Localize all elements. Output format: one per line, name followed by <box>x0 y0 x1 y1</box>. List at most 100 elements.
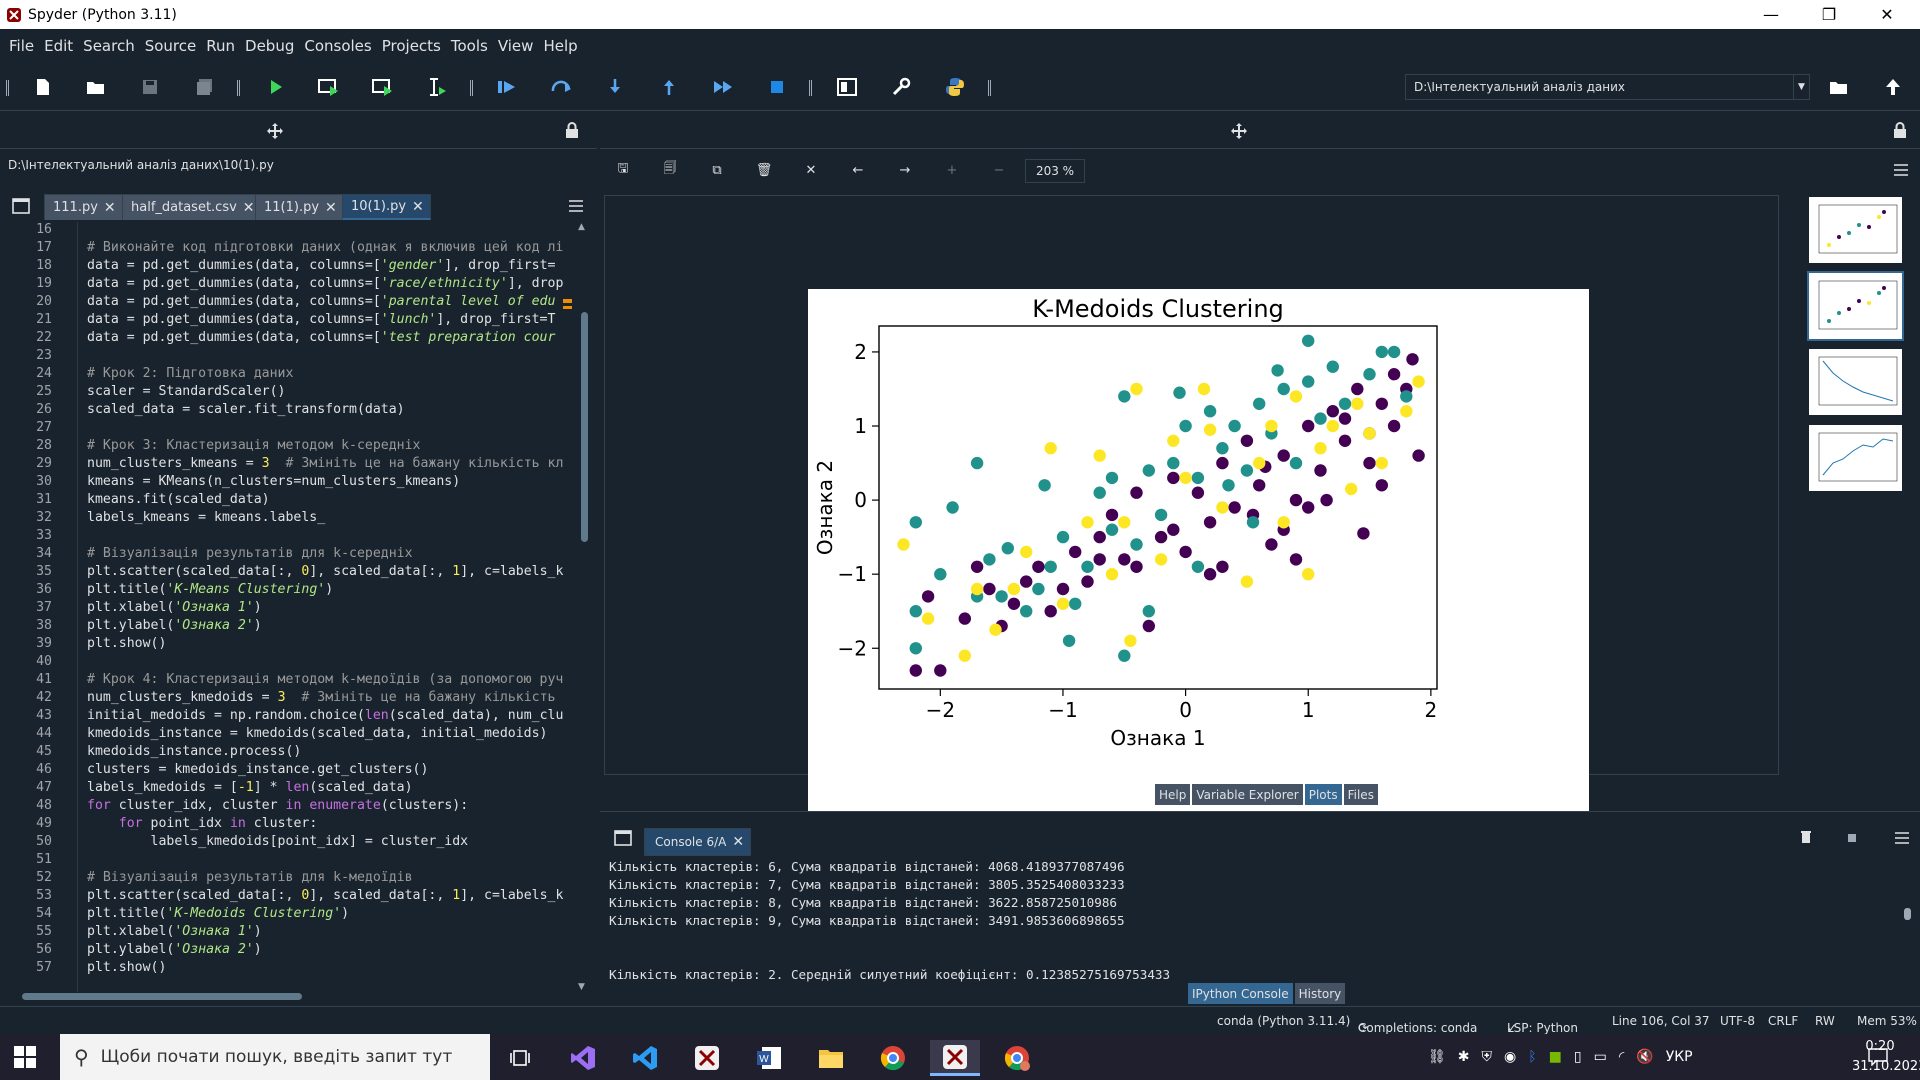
scroll-up-icon[interactable]: ▲ <box>578 222 585 232</box>
input-language[interactable]: УКР <box>1665 1049 1693 1065</box>
tab-variable-explorer[interactable]: Variable Explorer <box>1192 784 1303 805</box>
visual-studio-icon[interactable] <box>558 1040 608 1076</box>
close-window-button[interactable]: ✕ <box>1880 5 1894 24</box>
code-line[interactable]: 18 data = pd.get_dummies(data, columns=['… <box>0 258 578 276</box>
restore-button[interactable]: ❐ <box>1821 5 1837 24</box>
code-line[interactable]: 56 plt.ylabel('Ознака 2') <box>0 942 578 960</box>
code-line[interactable]: 42 num_clusters_kmedoids = 3 # Змініть це… <box>0 690 578 708</box>
hamburger-menu-icon[interactable] <box>1894 832 1910 844</box>
browse-directory-icon[interactable] <box>1826 75 1852 99</box>
browse-tabs-icon[interactable] <box>12 198 30 214</box>
plot-thumbnail[interactable] <box>1807 347 1904 417</box>
chrome-icon[interactable] <box>868 1040 918 1076</box>
move-pane-icon[interactable] <box>266 122 284 140</box>
network-hub-icon[interactable]: ✱ <box>1457 1049 1470 1065</box>
remove-plot-icon[interactable]: 🗑 <box>755 162 773 178</box>
plot-canvas[interactable]: K-Medoids Clustering −2 −1 0 1 2 −2 −1 0 1 2 Ознака… <box>604 195 1779 855</box>
remove-all-plots-icon[interactable]: ✕ <box>805 162 817 178</box>
lock-pane-icon[interactable] <box>1893 122 1907 138</box>
editor-tab-11-1-py[interactable]: 11(1).py ✕ <box>255 194 344 220</box>
minimize-button[interactable]: — <box>1763 5 1779 24</box>
code-line[interactable]: 30 kmeans = KMeans(n_clusters=num_cluster… <box>0 474 578 492</box>
remove-console-icon[interactable] <box>1800 830 1812 844</box>
menu-view[interactable]: View <box>497 37 534 55</box>
close-tab-icon[interactable]: ✕ <box>732 834 745 850</box>
lock-pane-icon[interactable] <box>565 122 579 138</box>
status-conda-env[interactable]: conda (Python 3.11.4) <box>1217 1014 1351 1028</box>
code-line[interactable]: 26 scaled_data = scaler.fit_transform(dat… <box>0 402 578 420</box>
menu-source[interactable]: Source <box>144 37 197 55</box>
code-line[interactable]: 22 data = pd.get_dummies(data, columns=['… <box>0 330 578 348</box>
usb-drive-icon[interactable]: ▯ <box>1573 1049 1582 1065</box>
python-path-manager-icon[interactable] <box>942 75 968 99</box>
plot-thumbnail[interactable] <box>1807 195 1904 265</box>
code-line[interactable]: 36 plt.title('K-Means Clustering') <box>0 582 578 600</box>
hamburger-menu-icon[interactable] <box>1893 164 1909 176</box>
close-tab-icon[interactable]: ✕ <box>103 199 116 216</box>
run-selection-icon[interactable] <box>424 75 450 99</box>
code-line[interactable]: 53 plt.scatter(scaled_data[:, 0], scaled_… <box>0 888 578 906</box>
menu-search[interactable]: Search <box>83 37 135 55</box>
scrollbar-thumb[interactable] <box>22 993 302 1000</box>
preferences-wrench-icon[interactable] <box>888 75 914 99</box>
parent-directory-icon[interactable] <box>1880 75 1906 99</box>
code-line[interactable]: 35 plt.scatter(scaled_data[:, 0], scaled_… <box>0 564 578 582</box>
code-line[interactable]: 29 num_clusters_kmeans = 3 # Змініть це н… <box>0 456 578 474</box>
code-line[interactable]: 41 # Крок 4: Кластеризація методом k-медо… <box>0 672 578 690</box>
spyder-taskbar-icon[interactable] <box>682 1040 732 1076</box>
menu-projects[interactable]: Projects <box>381 37 441 55</box>
editor-horizontal-scrollbar[interactable] <box>8 989 574 1003</box>
code-line[interactable]: 16 <box>0 222 578 240</box>
code-line[interactable]: 44 kmedoids_instance = kmedoids(scaled_da… <box>0 726 578 744</box>
code-line[interactable]: 49 for point_idx in cluster: <box>0 816 578 834</box>
console-output[interactable]: Кількість кластерів: 6, Сума квадратів в… <box>609 859 1170 985</box>
chrome-profile-icon[interactable] <box>992 1040 1042 1076</box>
taskbar-search-box[interactable]: ⚲ Щоби почати пошук, введіть запит тут <box>60 1034 490 1080</box>
code-editor[interactable]: 16 17 # Виконайте код підготовки даних (од… <box>0 222 578 992</box>
word-icon[interactable]: W <box>744 1040 794 1076</box>
close-tab-icon[interactable]: ✕ <box>325 199 337 216</box>
previous-plot-icon[interactable]: ← <box>852 162 864 178</box>
menu-help[interactable]: Help <box>543 37 578 55</box>
menu-tools[interactable]: Tools <box>450 37 488 55</box>
code-line[interactable]: 25 scaler = StandardScaler() <box>0 384 578 402</box>
new-file-icon[interactable] <box>30 75 56 99</box>
scrollbar-thumb[interactable] <box>1904 908 1911 920</box>
code-line[interactable]: 19 data = pd.get_dummies(data, columns=['… <box>0 276 578 294</box>
working-directory-combo[interactable]: D:\Інтелектуальний аналіз даних ▼ <box>1405 74 1810 100</box>
save-all-plots-icon[interactable]: 🗐 <box>663 161 677 176</box>
console-scrollbar[interactable] <box>1902 864 1912 974</box>
code-line[interactable]: 54 plt.title('K-Medoids Clustering') <box>0 906 578 924</box>
scrollbar-thumb[interactable] <box>581 312 588 542</box>
debug-continue-icon[interactable] <box>710 75 736 99</box>
code-line[interactable]: 45 kmedoids_instance.process() <box>0 744 578 762</box>
code-line[interactable]: 39 plt.show() <box>0 636 578 654</box>
debug-step-into-icon[interactable] <box>602 75 628 99</box>
tab-help[interactable]: Help <box>1155 784 1191 805</box>
menu-run[interactable]: Run <box>206 37 236 55</box>
task-view-icon[interactable] <box>495 1040 545 1076</box>
debug-step-over-icon[interactable] <box>548 75 574 99</box>
code-line[interactable]: 28 # Крок 3: Кластеризація методом k-сере… <box>0 438 578 456</box>
debug-file-icon[interactable] <box>494 75 520 99</box>
code-line[interactable]: 31 kmeans.fit(scaled_data) <box>0 492 578 510</box>
run-cell-advance-icon[interactable] <box>370 75 396 99</box>
code-line[interactable]: 50 labels_kmedoids[point_idx] = cluster_… <box>0 834 578 852</box>
zoom-out-icon[interactable]: − <box>993 162 1005 178</box>
notifications-icon[interactable] <box>1868 1048 1888 1066</box>
copy-plot-icon[interactable]: ⧉ <box>712 162 722 178</box>
debug-step-return-icon[interactable] <box>656 75 682 99</box>
wifi-icon[interactable]: ◜ <box>1618 1049 1625 1065</box>
toolbar-handle[interactable] <box>988 80 991 96</box>
code-line[interactable]: 40 <box>0 654 578 672</box>
save-file-icon[interactable] <box>137 75 163 99</box>
spyder-active-taskbar-icon[interactable] <box>930 1040 980 1076</box>
zoom-level[interactable]: 203 % <box>1025 159 1085 183</box>
code-line[interactable]: 46 clusters = kmedoids_instance.get_clust… <box>0 762 578 780</box>
code-line[interactable]: 48 for cluster_idx, cluster in enumerate(… <box>0 798 578 816</box>
code-line[interactable]: 37 plt.xlabel('Ознака 1') <box>0 600 578 618</box>
editor-tab-111py[interactable]: 111.py ✕ <box>44 194 123 220</box>
code-line[interactable]: 32 labels_kmeans = kmeans.labels_ <box>0 510 578 528</box>
menu-edit[interactable]: Edit <box>44 37 74 55</box>
code-line[interactable]: 57 plt.show() <box>0 960 578 978</box>
